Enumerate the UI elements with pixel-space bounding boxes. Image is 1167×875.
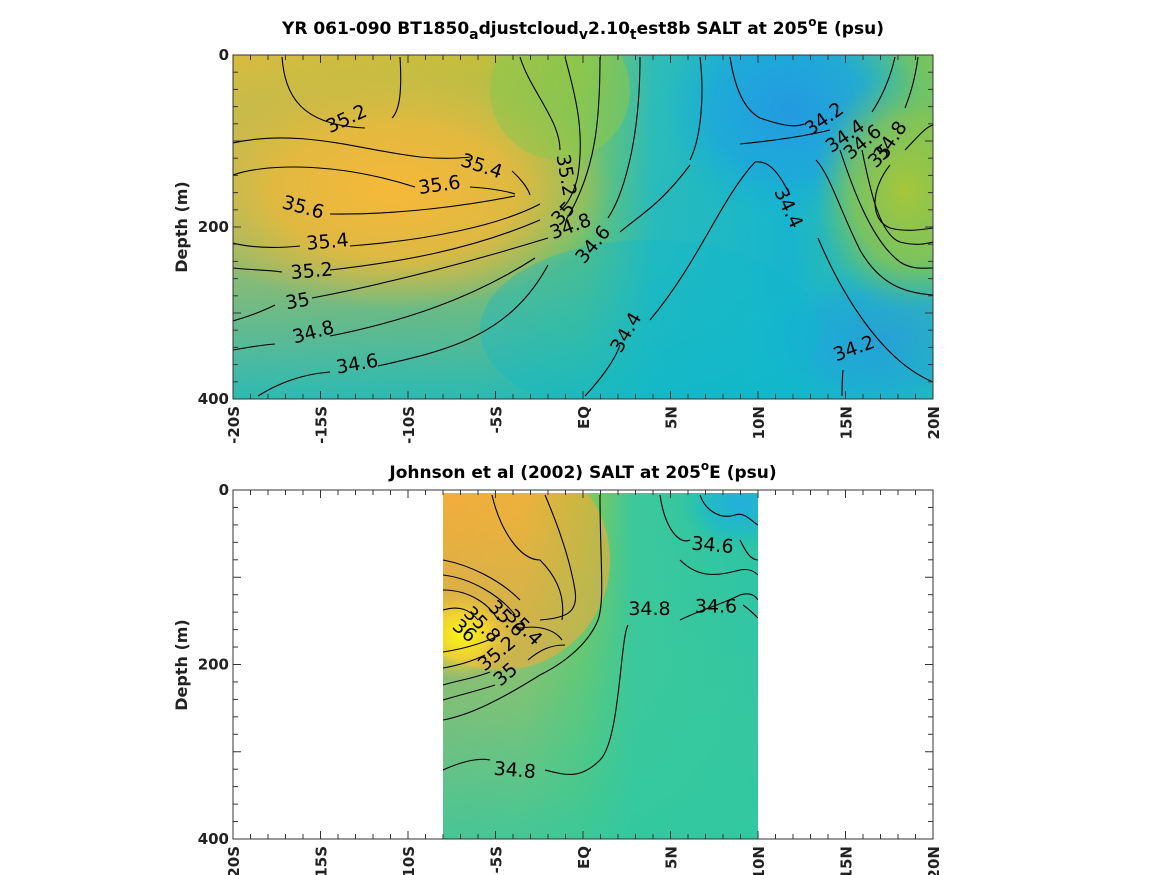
panel2-y-tick-labels: 0 200 400 [198, 481, 229, 848]
y-tick-label: 200 [198, 218, 229, 236]
panel2-y-axis-label: Depth (m) [172, 619, 191, 711]
x-tick-label: 10N [750, 406, 768, 439]
y-tick-label: 400 [198, 830, 229, 848]
contour-label: 34.8 [493, 758, 537, 784]
y-tick-label: 200 [198, 656, 229, 674]
panel2-title-part: E (psu) [709, 463, 776, 483]
x-tick-label: -5S [488, 846, 506, 873]
y-tick-label: 0 [219, 46, 229, 64]
x-tick-label: -15S [313, 406, 331, 444]
panel2-x-tick-labels: -20S -15S -10S -5S EQ 5N 10N 15N 20N [225, 846, 943, 875]
panel2-title-part: o [701, 459, 709, 473]
y-tick-label: 0 [219, 481, 229, 499]
panel1-title-part: YR 061-090 BT1850 [281, 19, 469, 39]
panel1-ticks [232, 54, 934, 400]
panel1-title-part: a [469, 27, 478, 43]
panel1-title: YR 061-090 BT1850adjustcloudv2.10test8b … [281, 15, 884, 43]
y-tick-label: 400 [198, 390, 229, 408]
contour-label: 35 [284, 288, 312, 314]
panel2-colorfield [443, 493, 758, 839]
x-tick-label: 15N [838, 846, 856, 875]
panel1-title-part: djustcloud [479, 19, 579, 39]
panel2-title: Johnson et al (2002) SALT at 205oE (psu) [388, 459, 776, 483]
x-tick-label: -20S [225, 406, 243, 444]
x-tick-label: -20S [225, 846, 243, 875]
panel1-x-tick-labels: -20S -15S -10S -5S EQ 5N 10N 15N 20N [225, 406, 943, 444]
panel2-ticks [232, 489, 934, 840]
panel1-title-part: 2.10 [588, 19, 630, 39]
panel-model-salinity: YR 061-090 BT1850adjustcloudv2.10test8b … [172, 15, 943, 444]
x-tick-label: 5N [663, 846, 681, 869]
x-tick-label: -10S [400, 406, 418, 444]
contour-label: 35.4 [305, 229, 349, 255]
panel1-title-part: t [630, 27, 637, 43]
panel1-title-part: o [808, 15, 816, 29]
x-tick-label: -15S [313, 846, 331, 875]
x-tick-label: 20N [925, 846, 943, 875]
panel1-y-tick-labels: 0 200 400 [198, 46, 229, 408]
x-tick-label: -10S [400, 846, 418, 875]
contour-label: 34.6 [695, 595, 737, 617]
panel1-y-axis-label: Depth (m) [172, 181, 191, 273]
contour-label: 35.2 [290, 258, 334, 284]
contour-label: 34.8 [628, 598, 670, 620]
panel2-title-part: Johnson et al (2002) SALT at 205 [388, 463, 701, 483]
panel1-colorfield [233, 55, 933, 399]
x-tick-label: -5S [488, 406, 506, 433]
panel2-contours [443, 494, 758, 776]
x-tick-label: EQ [575, 406, 593, 429]
x-tick-label: 10N [750, 846, 768, 875]
x-tick-label: 5N [663, 406, 681, 429]
panel-observed-salinity: Johnson et al (2002) SALT at 205oE (psu) [172, 459, 943, 875]
x-tick-label: EQ [575, 846, 593, 869]
x-tick-label: 20N [925, 406, 943, 439]
panel1-contours [233, 56, 933, 397]
panel1-title-part: v [579, 27, 588, 43]
contour-label: 34.6 [691, 533, 735, 559]
panel1-title-part: E (psu) [817, 19, 884, 39]
panel1-title-part: est8b SALT at 205 [637, 19, 809, 39]
x-tick-label: 15N [838, 406, 856, 439]
